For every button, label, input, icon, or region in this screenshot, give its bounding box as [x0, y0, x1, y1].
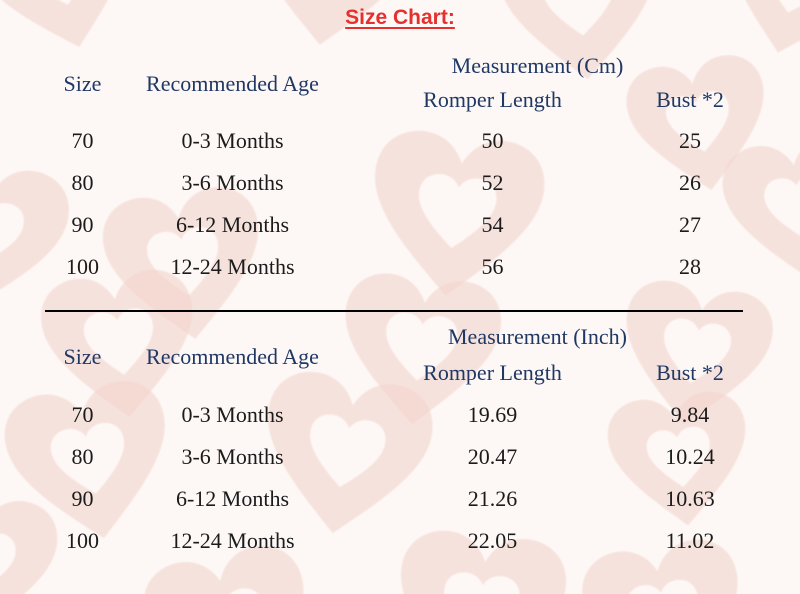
heart-icon [0, 0, 129, 47]
cm-table-body: 70 0-3 Months 50 25 80 3-6 Months 52 26 … [40, 120, 735, 288]
cell-romper-length: 54 [481, 212, 504, 237]
cell-size: 90 [71, 486, 94, 511]
cell-size: 100 [66, 254, 99, 279]
cell-age: 6-12 Months [175, 212, 290, 237]
cell-romper-length: 52 [481, 170, 504, 195]
cell-bust: 9.84 [670, 402, 710, 427]
group-header-cm: Measurement (Cm) [451, 53, 624, 78]
heart-icon [267, 371, 433, 534]
heart-icon [729, 0, 800, 54]
cell-size: 90 [71, 212, 94, 237]
col-header-bust: Bust *2 [656, 87, 724, 112]
heart-icon [607, 391, 746, 526]
col-header-age: Recommended Age [146, 71, 319, 96]
cell-size: 70 [71, 402, 94, 427]
cell-bust: 26 [679, 170, 701, 195]
heart-icon [582, 539, 738, 594]
cell-size: 100 [66, 528, 99, 553]
heart-icon [374, 130, 544, 296]
heart-icon [722, 136, 800, 280]
cell-bust: 11.02 [665, 528, 715, 553]
page-title: Size Chart: [0, 6, 800, 30]
inch-table-header: Size Recommended Age Measurement (Inch) … [40, 321, 735, 393]
heart-icon [401, 530, 567, 594]
cell-romper-length: 22.05 [467, 528, 518, 553]
heart-icon [0, 154, 70, 308]
col-header-bust: Bust *2 [656, 360, 724, 385]
heart-icon [498, 0, 655, 80]
inch-table-body: 70 0-3 Months 19.69 9.84 80 3-6 Months 2… [40, 394, 735, 562]
heart-icon [40, 269, 192, 418]
col-header-age: Recommended Age [146, 344, 319, 369]
cell-bust: 27 [679, 212, 701, 237]
cell-age: 3-6 Months [181, 170, 284, 195]
heart-icon [254, 0, 415, 45]
cell-bust: 25 [679, 128, 701, 153]
cm-table-header: Size Recommended Age Measurement (Cm) Ro… [40, 50, 735, 118]
cell-romper-length: 20.47 [467, 444, 518, 469]
cell-size: 80 [71, 444, 94, 469]
cell-bust: 28 [679, 254, 701, 279]
col-header-size: Size [63, 71, 102, 96]
group-header-inch: Measurement (Inch) [448, 324, 627, 349]
heart-icon [0, 491, 58, 594]
cell-romper-length: 19.69 [467, 402, 518, 427]
cell-age: 6-12 Months [175, 486, 290, 511]
heart-icon [143, 545, 303, 594]
cell-age: 12-24 Months [170, 254, 295, 279]
col-header-romper-length: Romper Length [423, 87, 562, 112]
divider-line [45, 310, 743, 312]
cell-size: 70 [71, 128, 94, 153]
heart-icon [626, 55, 764, 190]
cell-romper-length: 21.26 [467, 486, 518, 511]
col-header-romper-length: Romper Length [423, 360, 562, 385]
heart-icon [102, 186, 259, 339]
page-title-text: Size Chart: [345, 6, 455, 29]
cell-age: 12-24 Months [170, 528, 295, 553]
cell-bust: 10.24 [665, 444, 715, 469]
cell-age: 0-3 Months [181, 402, 284, 427]
heart-icon [4, 380, 165, 538]
cell-age: 0-3 Months [181, 128, 284, 153]
cell-age: 3-6 Months [181, 444, 284, 469]
cell-romper-length: 56 [481, 254, 504, 279]
col-header-size: Size [63, 344, 102, 369]
cell-size: 80 [71, 170, 94, 195]
heart-icon [626, 280, 773, 425]
cell-bust: 10.63 [665, 486, 715, 511]
cell-romper-length: 50 [481, 128, 504, 153]
